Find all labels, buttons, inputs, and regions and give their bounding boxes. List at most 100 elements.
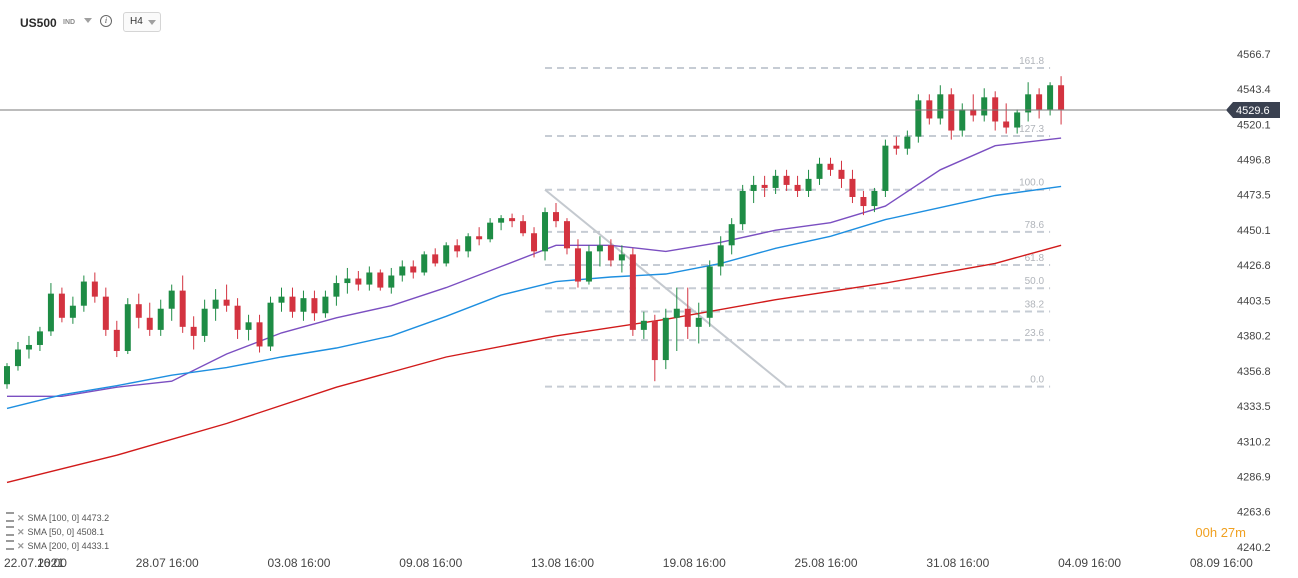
x-tick-label: 16:00 — [959, 556, 989, 570]
legend-sma50[interactable]: ✕ SMA [50, 0] 4508.1 — [6, 526, 104, 538]
candle-body — [585, 251, 592, 282]
x-tick-label: 25.08 — [795, 556, 825, 570]
candle-down — [410, 260, 417, 279]
candle-body — [805, 178, 812, 191]
candle-body — [421, 254, 428, 273]
candle-body — [432, 254, 439, 264]
candle-body — [596, 245, 603, 252]
fibonacci-retracement[interactable]: 161.8 127.3 100.0 78.6 61.8 50.0 38.2 23.6 0.0 — [544, 56, 1051, 388]
timer-hours: 00 — [1195, 525, 1210, 540]
y-tick-label: 4496.8 — [1237, 155, 1271, 167]
price-axis[interactable]: 4566.7 4543.4 4520.1 4496.8 4473.5 4450.1 4426… — [1237, 49, 1271, 554]
candle-down — [553, 203, 559, 228]
candle-body — [124, 304, 131, 352]
candle-down — [113, 320, 120, 358]
legend-label: SMA [50, 0] 4508.1 — [27, 527, 105, 537]
sma100-line — [7, 137, 1062, 397]
info-icon[interactable]: i — [100, 15, 112, 27]
settings-icon[interactable] — [6, 512, 14, 522]
candle-body — [278, 296, 285, 303]
candle-up — [542, 207, 549, 261]
candle-down — [948, 88, 955, 140]
candle-down — [607, 239, 614, 267]
candle-body — [311, 298, 318, 314]
chart-toolbar: US500 IND i H4 — [0, 10, 400, 34]
candle-body — [1036, 94, 1043, 110]
candle-down — [849, 169, 856, 204]
candle-body — [651, 320, 658, 361]
candle-down — [860, 190, 867, 216]
close-icon[interactable]: ✕ — [17, 513, 25, 523]
candle-down — [926, 94, 933, 125]
candle-up — [421, 251, 428, 276]
candle-body — [904, 136, 911, 149]
candle-up — [585, 245, 592, 285]
candle-body — [772, 175, 779, 188]
symbol-name[interactable]: US500 — [20, 16, 57, 30]
candle-body — [618, 254, 625, 261]
candle-up — [915, 94, 922, 143]
settings-icon[interactable] — [6, 526, 14, 536]
timeframe-select[interactable]: H4 — [123, 12, 161, 32]
candle-countdown: 00h 27m — [1195, 525, 1246, 540]
x-tick-label: 16:00 — [1091, 556, 1121, 570]
timer-minutes-unit: m — [1235, 525, 1246, 540]
candle-body — [102, 296, 109, 330]
close-icon[interactable]: ✕ — [17, 527, 25, 537]
candle-body — [4, 366, 10, 385]
candle-body — [410, 266, 417, 273]
candle-down — [992, 91, 999, 131]
candle-body — [783, 175, 790, 185]
legend-sma100[interactable]: ✕ SMA [100, 0] 4473.2 — [6, 512, 109, 524]
candle-down — [102, 287, 109, 336]
candle-body — [168, 290, 175, 309]
candle-body — [684, 308, 691, 327]
candle-up — [498, 215, 505, 231]
candle-up — [695, 302, 702, 344]
candle-up — [673, 287, 680, 352]
candle-body — [476, 236, 483, 240]
x-tick-label: 16:00 — [1223, 556, 1253, 570]
candle-up — [69, 296, 76, 324]
close-icon[interactable]: ✕ — [17, 541, 25, 551]
fib-level-label: 127.3 — [1019, 124, 1044, 135]
x-tick-label: 16:00 — [564, 556, 594, 570]
candle-body — [750, 184, 757, 191]
candle-body — [937, 94, 944, 119]
candle-body — [289, 296, 296, 312]
candle-body — [91, 281, 98, 297]
candle-body — [673, 308, 680, 318]
fib-level-label: 38.2 — [1025, 299, 1045, 310]
legend-sma200[interactable]: ✕ SMA [200, 0] 4433.1 — [6, 540, 109, 552]
x-tick-label: 16:00 — [828, 556, 858, 570]
candle-body — [739, 190, 746, 225]
candle-body — [959, 109, 966, 131]
symbol-dropdown-icon[interactable] — [84, 18, 92, 23]
candle-down — [1003, 103, 1010, 134]
candle-body — [574, 248, 581, 282]
candle-up — [1014, 109, 1021, 134]
candle-body — [256, 322, 263, 347]
y-tick-label: 4310.2 — [1237, 436, 1271, 448]
settings-icon[interactable] — [6, 540, 14, 550]
x-tick-label: 04.09 — [1058, 556, 1088, 570]
candle-down — [146, 302, 153, 336]
candle-up — [36, 326, 43, 352]
candle-body — [344, 278, 351, 284]
candle-up — [443, 242, 450, 267]
candle-down — [311, 290, 318, 321]
candle-up — [937, 85, 944, 125]
candle-body — [47, 293, 54, 332]
y-tick-label: 4380.2 — [1237, 331, 1271, 343]
candle-down — [684, 287, 691, 339]
candle-up — [300, 290, 307, 321]
candle-down — [563, 218, 570, 255]
candle-body — [300, 298, 307, 312]
candle-body — [25, 344, 32, 350]
candle-body — [80, 281, 87, 306]
price-tag — [1226, 102, 1280, 119]
chevron-down-icon — [148, 20, 156, 25]
